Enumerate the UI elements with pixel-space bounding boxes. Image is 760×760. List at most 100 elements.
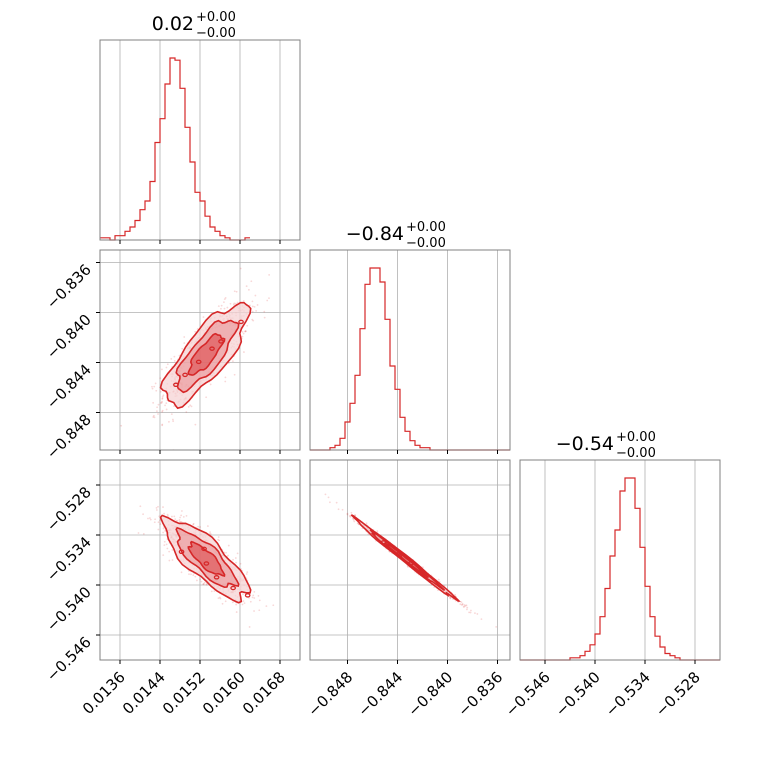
title-minus: −0.00 (616, 446, 656, 461)
histogram-step-1 (310, 267, 510, 451)
sample-point (454, 593, 456, 596)
x-tick-label: 0.0136 (79, 668, 129, 718)
sample-point (253, 305, 256, 308)
sample-point (449, 597, 452, 600)
sample-point (152, 416, 155, 418)
sample-point (236, 552, 239, 555)
contour-island (418, 570, 425, 576)
sample-point (161, 410, 164, 413)
title-minus: −0.00 (196, 26, 236, 41)
sample-point (158, 515, 161, 518)
sample-point (257, 594, 260, 597)
sample-point (210, 590, 213, 593)
sample-point (197, 525, 200, 528)
sample-point (354, 514, 357, 517)
sample-point (244, 330, 247, 332)
sample-point (324, 493, 327, 496)
sample-point (233, 290, 236, 293)
sample-point (224, 380, 227, 383)
x-tick-label: 0.0160 (199, 668, 249, 718)
sample-point (157, 521, 160, 524)
sample-point (225, 551, 227, 554)
sample-point (205, 583, 208, 586)
sample-point (155, 509, 158, 511)
sample-point (165, 408, 168, 411)
sample-point (251, 305, 254, 308)
sample-point (189, 404, 192, 407)
sample-point (232, 558, 234, 561)
sample-point (350, 511, 353, 514)
panel-title-1: −0.84 +0.00−0.00 (346, 220, 446, 251)
sample-point (167, 515, 169, 517)
sample-point (223, 307, 226, 310)
sample-point (227, 554, 229, 557)
sample-point (251, 300, 254, 303)
sample-point (406, 565, 409, 568)
sample-point (466, 606, 469, 609)
sample-point (142, 513, 144, 516)
sample-point (244, 330, 246, 333)
contour-island (396, 552, 403, 558)
sample-point (335, 501, 338, 504)
sample-point (202, 583, 205, 586)
title-plus: +0.00 (406, 220, 446, 235)
sample-point (218, 596, 221, 599)
sample-point (246, 324, 249, 327)
sample-point (162, 531, 165, 534)
sample-point (235, 561, 237, 564)
sample-point (192, 523, 195, 526)
sample-point (265, 605, 268, 608)
sample-point (159, 519, 161, 522)
sample-point (173, 405, 175, 408)
x-tick-label: −0.840 (404, 668, 456, 720)
x-tick-label: −0.528 (652, 668, 704, 720)
sample-point (170, 413, 173, 415)
contour-island (203, 561, 210, 566)
sample-point (437, 589, 439, 592)
sample-point (164, 404, 166, 407)
sample-point (192, 522, 195, 525)
sample-point (162, 394, 165, 397)
histogram-step-0 (100, 57, 250, 241)
sample-point (223, 301, 225, 304)
x-tick-label: −0.546 (502, 668, 554, 720)
sample-point (465, 604, 468, 607)
sample-point (142, 533, 145, 535)
sample-point (181, 347, 184, 350)
sample-point (161, 397, 164, 400)
title-plus: +0.00 (616, 430, 656, 445)
x-tick-label: −0.540 (552, 668, 604, 720)
sample-point (183, 342, 186, 344)
sample-point (161, 400, 163, 403)
sample-point (220, 307, 222, 310)
sample-point (166, 363, 169, 366)
sample-point (242, 593, 244, 596)
sample-point (243, 351, 245, 353)
sample-point (421, 566, 424, 569)
panel-frame (309, 459, 511, 661)
sample-point (469, 611, 472, 614)
sample-point (251, 596, 254, 599)
sample-point (164, 530, 167, 533)
sample-point (235, 611, 238, 613)
sample-point (376, 530, 379, 533)
y-tick-label: −0.534 (43, 533, 95, 585)
y-axis-labels-1: −0.848−0.844−0.840−0.836 (43, 261, 95, 463)
sample-point (180, 571, 183, 574)
scatter-panel-1-0 (96, 249, 301, 454)
sample-point (149, 518, 152, 521)
sample-point (192, 574, 195, 576)
sample-point (357, 523, 360, 525)
sample-point (249, 304, 251, 307)
sample-point (166, 513, 169, 516)
y-tick-label: −0.540 (43, 583, 95, 635)
sample-point (161, 409, 164, 412)
sample-point (217, 597, 220, 600)
contour-island (213, 575, 220, 580)
sample-point (161, 398, 164, 400)
sample-point (178, 519, 181, 521)
contour-island (201, 546, 207, 552)
scatter-panel-2-1 (309, 459, 511, 664)
sample-point (352, 518, 355, 521)
sample-point (147, 517, 149, 520)
